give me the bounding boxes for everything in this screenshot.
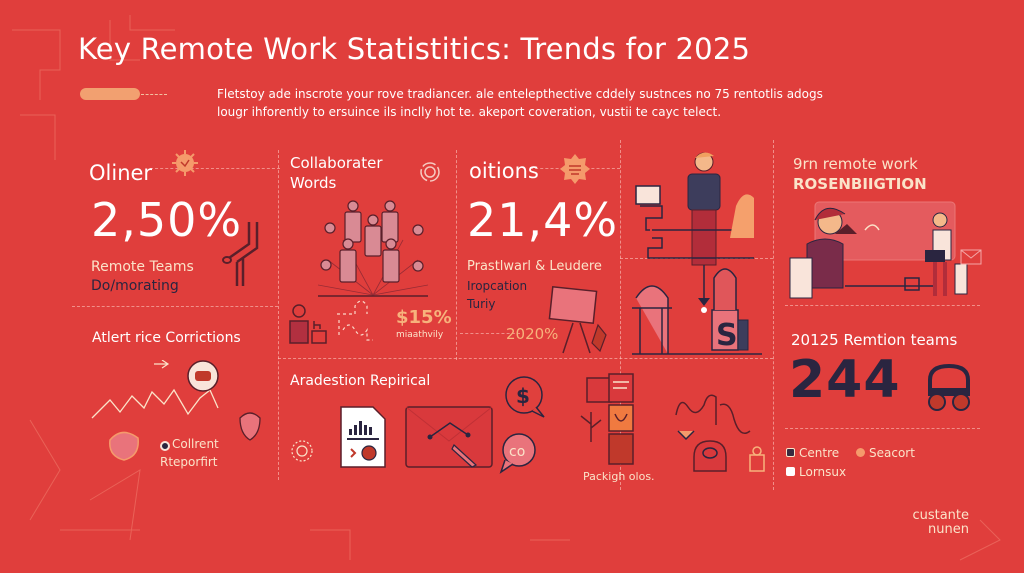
contractions-legend-line2: Rteporfirt	[160, 455, 218, 469]
packigh-caption: Packigh olos.	[583, 470, 655, 483]
divider	[456, 150, 457, 360]
oliner-value: 2,50%	[91, 193, 243, 247]
divider	[72, 306, 278, 307]
faucet-icon	[222, 222, 259, 286]
divider	[278, 358, 773, 359]
remote-workers-illustration	[789, 201, 982, 299]
oitions-sublabel-line1: Iropcation	[467, 279, 528, 293]
intro-pill-decoration	[80, 88, 140, 100]
sun-badge-icon	[172, 150, 198, 176]
remote-work-heading-line1: 9rn remote work	[793, 155, 918, 173]
divider	[278, 150, 279, 480]
oitions-label: Prastlwarl & Leudere	[467, 259, 602, 274]
oitions-heading: oitions	[469, 159, 539, 183]
oitions-secondary-value: 2020%	[506, 325, 559, 343]
dollar-chat-icon: $	[505, 376, 545, 418]
contractions-heading: Atlert rice Corrictions	[92, 330, 241, 346]
collaborater-value: $15%	[396, 307, 452, 328]
remtion-teams-heading: 20125 Remtion teams	[791, 331, 958, 349]
contractions-legend-marker	[160, 441, 170, 451]
svg-text:S: S	[716, 318, 738, 353]
trend-line-illustration	[91, 360, 261, 461]
collaborater-heading-line1: Collaborater	[290, 154, 383, 172]
legend-swatch	[786, 448, 795, 457]
divider	[785, 305, 980, 306]
cables-chair-illustration	[675, 394, 765, 472]
team-group-icon	[318, 200, 428, 297]
oliner-label: Remote Teams	[91, 259, 194, 275]
svg-text:co: co	[509, 444, 525, 460]
legend-swatch	[856, 448, 865, 457]
oitions-sublabel-line2: Turiy	[467, 297, 496, 311]
worker-box-icon	[289, 304, 327, 344]
dashed-path-decoration	[337, 300, 373, 341]
oliner-heading: Oliner	[89, 161, 153, 185]
aradestion-heading: Aradestion Repirical	[290, 373, 431, 389]
divider	[620, 140, 621, 490]
envelope-pen-icon	[405, 406, 493, 468]
page-title: Key Remote Work Statistitics: Trends for…	[78, 32, 751, 66]
intro-text: Fletstoy ade inscrote your rove tradianc…	[217, 87, 823, 119]
rss-badge-icon	[560, 154, 590, 184]
collaborater-heading-line2: Words	[290, 174, 337, 192]
oliner-sublabel: Do/morating	[91, 278, 179, 294]
legend-swatch	[786, 467, 795, 476]
legend-item-centre: Centre	[786, 442, 839, 461]
remote-work-heading-line2: ROSENBIIGTION	[793, 175, 927, 193]
ring-icon	[420, 162, 440, 182]
divider	[150, 168, 280, 169]
svg-text:$: $	[516, 384, 530, 408]
cart-magnet-icon	[928, 363, 970, 411]
remtion-teams-value: 244	[789, 350, 901, 410]
legend-item-seacort: Seacort	[856, 442, 915, 461]
divider	[460, 333, 520, 334]
easel-pen-icon	[548, 285, 607, 354]
contractions-legend-line1: Collrent	[172, 437, 219, 451]
tile-grid-icons	[580, 373, 634, 465]
oitions-value: 21,4%	[467, 193, 619, 247]
brand-logo-text: custante nunen	[912, 508, 969, 537]
document-chart-icon	[340, 406, 386, 468]
gear-outline-icon	[291, 440, 313, 462]
legend-item-lornsux: Lornsux	[786, 461, 846, 480]
intro-connector-line	[141, 94, 167, 95]
collaborater-sublabel: miaathvily	[396, 330, 444, 340]
standing-person-illustration: S	[632, 152, 762, 355]
divider	[785, 428, 980, 429]
divider	[773, 140, 774, 490]
chat-bubble-icon: co	[499, 433, 536, 474]
